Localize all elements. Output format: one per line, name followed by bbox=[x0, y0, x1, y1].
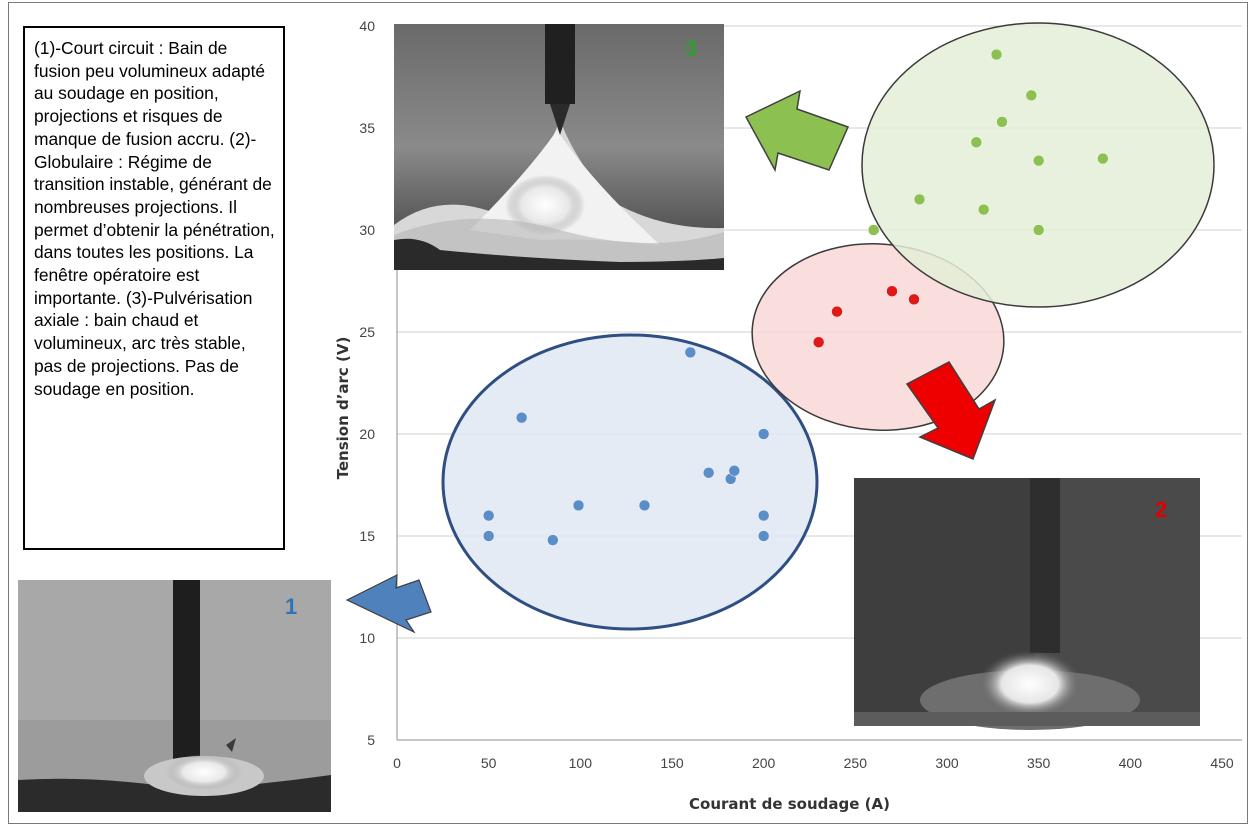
y-tick-label: 10 bbox=[359, 630, 375, 646]
photo-1-label: 1 bbox=[285, 594, 297, 619]
y-tick-label: 30 bbox=[359, 222, 375, 238]
data-point bbox=[638, 499, 651, 512]
x-tick-label: 250 bbox=[844, 755, 868, 771]
figure-frame bbox=[8, 2, 1248, 824]
data-point bbox=[1097, 152, 1109, 165]
data-point bbox=[482, 509, 495, 522]
photo-1-short-circuit: 1 bbox=[18, 580, 331, 812]
data-point bbox=[482, 530, 495, 542]
data-point bbox=[831, 305, 843, 318]
x-tick-label: 0 bbox=[393, 755, 401, 771]
red-arrow bbox=[905, 361, 997, 460]
data-point bbox=[547, 534, 559, 546]
x-tick-label: 150 bbox=[660, 755, 684, 771]
data-point bbox=[867, 224, 880, 236]
data-point bbox=[572, 499, 585, 512]
data-point bbox=[1032, 224, 1045, 236]
data-points bbox=[482, 48, 1109, 546]
data-point bbox=[990, 48, 1003, 61]
data-point bbox=[684, 346, 697, 359]
data-point bbox=[757, 509, 770, 522]
x-tick-label: 200 bbox=[752, 755, 776, 771]
data-point bbox=[812, 336, 825, 348]
x-tick-label: 450 bbox=[1210, 755, 1234, 771]
data-point bbox=[515, 411, 528, 424]
y-tick-label: 40 bbox=[359, 18, 375, 34]
x-axis-title: Courant de soudage (A) bbox=[689, 795, 890, 813]
data-point bbox=[977, 203, 990, 216]
data-point bbox=[757, 428, 770, 440]
y-tick-label: 5 bbox=[367, 732, 375, 748]
photo-3-label: 3 bbox=[685, 36, 697, 61]
photo-3-spray-transfer: 3 bbox=[394, 24, 724, 270]
data-point bbox=[886, 285, 898, 297]
y-tick-label: 20 bbox=[359, 426, 375, 442]
data-point bbox=[728, 464, 741, 477]
data-point bbox=[913, 193, 926, 206]
x-tick-label: 350 bbox=[1027, 755, 1051, 771]
data-point bbox=[1032, 154, 1045, 167]
y-tick-label: 15 bbox=[359, 528, 375, 544]
green-arrow bbox=[744, 89, 850, 173]
description-text: (1)-Court circuit : Bain de fusion peu v… bbox=[34, 38, 275, 399]
x-tick-label: 50 bbox=[481, 755, 497, 771]
x-tick-label: 300 bbox=[935, 755, 959, 771]
y-tick-label: 35 bbox=[359, 120, 375, 136]
photo-2-globular-transfer: 2 bbox=[854, 478, 1200, 730]
data-point bbox=[996, 116, 1008, 128]
photo-2-label: 2 bbox=[1155, 497, 1167, 522]
cluster-ellipses bbox=[441, 22, 1215, 631]
x-tick-label: 100 bbox=[569, 755, 593, 771]
description-box: (1)-Court circuit : Bain de fusion peu v… bbox=[23, 26, 285, 550]
data-point bbox=[702, 467, 715, 479]
data-point bbox=[757, 530, 770, 542]
y-axis-title: Tension d’arc (V) bbox=[334, 337, 352, 480]
data-point bbox=[908, 293, 920, 306]
y-tick-label: 25 bbox=[359, 324, 375, 340]
x-tick-label: 400 bbox=[1119, 755, 1143, 771]
data-point bbox=[970, 136, 983, 149]
data-point bbox=[1025, 89, 1038, 102]
blue-arrow bbox=[345, 573, 432, 634]
short-circuit-cluster-ellipse bbox=[441, 333, 819, 631]
